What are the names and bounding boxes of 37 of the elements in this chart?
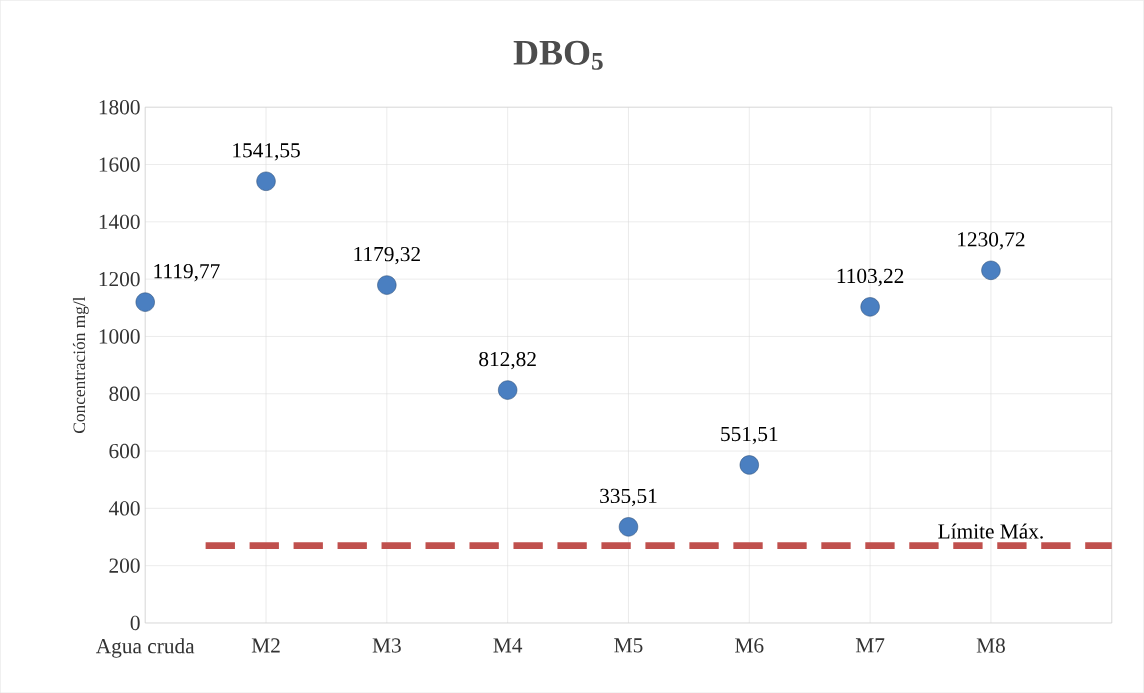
point (739, 455, 759, 475)
y-tick-label: 1200 (99, 271, 140, 287)
data-label: 1541,55 (233, 143, 300, 161)
point (377, 275, 397, 295)
data-label: 1119,77 (154, 263, 220, 282)
point (981, 260, 1001, 280)
x-tick-label: M8 (976, 638, 1005, 653)
y-tick-label: 1000 (99, 329, 140, 344)
data-label: 335,51 (600, 488, 657, 507)
data-label: 551,51 (721, 426, 778, 445)
point (256, 171, 276, 191)
y-tick-label: 200 (109, 558, 140, 573)
y-tick-label: 1400 (99, 214, 140, 229)
x-tick-label: M6 (735, 638, 764, 653)
point (860, 297, 880, 317)
x-tick-label: M4 (493, 638, 523, 653)
y-tick-label: 800 (109, 386, 140, 401)
y-tick-label: 0 (130, 615, 140, 631)
x-tick-label: Agua cruda (95, 638, 195, 658)
ref-line-label: Límite Máx. (938, 523, 1043, 539)
y-tick-label: 1600 (99, 157, 140, 172)
y-axis-title: Concentración mg/l (72, 296, 89, 433)
y-tick-label: 400 (108, 501, 140, 516)
x-tick-label: M7 (855, 638, 885, 653)
point (498, 380, 518, 400)
point (618, 517, 639, 537)
x-tick-label: M3 (372, 638, 401, 653)
x-tick-label: M2 (251, 638, 280, 653)
point (135, 292, 155, 312)
y-tick-label: 600 (109, 443, 140, 459)
x-tick-label: M5 (614, 638, 643, 653)
data-label: 1179,32 (354, 246, 420, 265)
data-label: 812,82 (479, 351, 536, 370)
y-tick-label: 1800 (99, 99, 140, 115)
data-label: 1230,72 (958, 232, 1025, 250)
chart-title: DBO$_{5}$ (513, 40, 603, 70)
data-label: 1103,22 (837, 268, 904, 287)
